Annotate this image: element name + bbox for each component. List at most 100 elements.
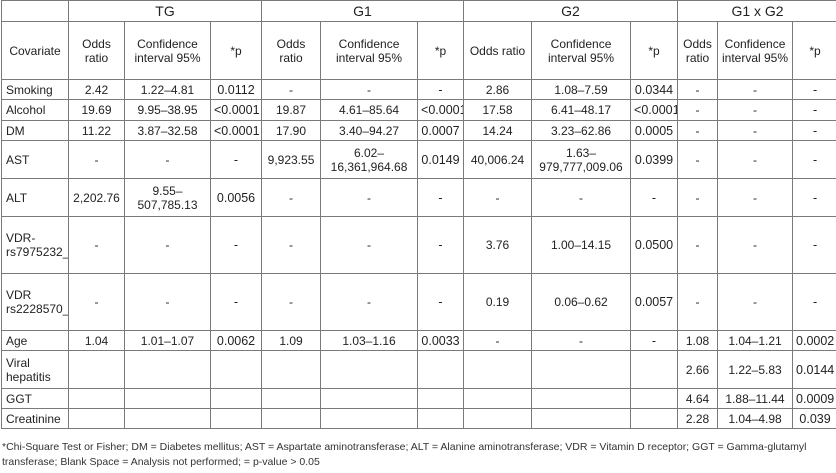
odds-ratio-cell: 2.86 xyxy=(463,79,533,100)
p-value-cell: 0.0112 xyxy=(209,79,263,100)
corner-cell xyxy=(1,0,69,22)
confidence-interval-cell: 1.08–7.59 xyxy=(531,79,632,100)
covariate-cell: AST xyxy=(1,140,69,179)
odds-ratio-cell: 40,006.24 xyxy=(463,140,533,179)
confidence-interval-cell: 1.04–4.98 xyxy=(717,408,794,429)
p-value-cell: 0.0344 xyxy=(630,79,679,100)
table-row: DM 11.22 3.87–32.58 <0.0001 17.90 3.40–94.27 0… xyxy=(1,120,836,141)
p-value-cell: 0.0002 xyxy=(792,330,836,351)
p-value-cell: <0.0001 xyxy=(209,99,263,121)
odds-ratio-cell xyxy=(463,350,533,389)
odds-ratio-cell: 14.24 xyxy=(463,120,533,141)
confidence-interval-cell: 1.04–1.21 xyxy=(717,330,794,351)
table-row: VDR rs2228570_/C------0.190.06–0.620.005… xyxy=(1,273,836,331)
confidence-interval-cell: 1.22–5.83 xyxy=(717,350,794,389)
p-value-cell xyxy=(630,350,679,389)
confidence-interval-cell: 3.40–94.27 xyxy=(320,120,419,141)
p-value-cell: - xyxy=(792,120,836,141)
odds-ratio-cell: - xyxy=(677,79,719,100)
results-table: TG G1 G2 G1 x G2 Covariate Odds ratio Con… xyxy=(1,0,836,429)
odds-ratio-cell: 0.19 xyxy=(463,273,533,331)
confidence-interval-cell: 1.22–4.81 xyxy=(124,79,211,100)
odds-ratio-cell: 19.87 xyxy=(261,99,322,121)
p-value-cell: 0.0149 xyxy=(417,140,465,179)
p-value-cell: - xyxy=(209,140,263,179)
p-value-cell: <0.0001 xyxy=(209,120,263,141)
confidence-interval-cell: - xyxy=(717,178,794,217)
odds-ratio-header: Odds ratio xyxy=(261,21,322,80)
p-value-header: *p xyxy=(417,21,465,80)
confidence-interval-cell: 1.03–1.16 xyxy=(320,330,419,351)
confidence-interval-header: Confidence interval 95% xyxy=(531,21,632,80)
p-value-cell: - xyxy=(792,79,836,100)
odds-ratio-cell: 19.69 xyxy=(68,99,125,121)
p-value-cell: - xyxy=(792,178,836,217)
group-header-g1: G1 xyxy=(261,0,465,22)
p-value-cell: - xyxy=(792,273,836,331)
table-row: GGT 4.64 1.88–11.44 0.0009 xyxy=(1,388,836,409)
confidence-interval-cell xyxy=(320,350,419,389)
confidence-interval-cell: 3.87–32.58 xyxy=(124,120,211,141)
covariate-cell: VDR rs2228570_/C xyxy=(1,273,69,331)
confidence-interval-cell: - xyxy=(717,273,794,331)
confidence-interval-cell: - xyxy=(717,216,794,274)
p-value-cell: 0.0144 xyxy=(792,350,836,389)
odds-ratio-cell: - xyxy=(68,273,125,331)
odds-ratio-cell: 3.76 xyxy=(463,216,533,274)
covariate-cell: Smoking xyxy=(1,79,69,100)
odds-ratio-cell: - xyxy=(261,178,322,217)
p-value-cell: - xyxy=(630,330,679,351)
confidence-interval-cell: - xyxy=(717,140,794,179)
confidence-interval-cell: 3.23–62.86 xyxy=(531,120,632,141)
odds-ratio-cell: - xyxy=(677,178,719,217)
odds-ratio-cell: 1.08 xyxy=(677,330,719,351)
odds-ratio-cell: 4.64 xyxy=(677,388,719,409)
odds-ratio-cell xyxy=(261,408,322,429)
footnote: *Chi-Square Test or Fisher; DM = Diabete… xyxy=(2,441,807,468)
odds-ratio-cell xyxy=(261,350,322,389)
odds-ratio-cell xyxy=(68,388,125,409)
p-value-cell xyxy=(209,408,263,429)
group-header-g2: G2 xyxy=(463,0,679,22)
confidence-interval-cell: 6.02–16,361,964.68 xyxy=(320,140,419,179)
p-value-cell: <0.0001 xyxy=(630,99,679,121)
odds-ratio-cell: 1.04 xyxy=(68,330,125,351)
p-value-cell xyxy=(417,350,465,389)
odds-ratio-cell xyxy=(68,408,125,429)
group-header-tg: TG xyxy=(67,0,263,22)
confidence-interval-cell: - xyxy=(124,273,211,331)
table-row: ALT 2,202.76 9.55–507,785.13 0.0056- - - - - - - -… xyxy=(1,178,836,217)
p-value-cell: - xyxy=(417,178,465,217)
p-value-cell xyxy=(209,388,263,409)
group-header-g1xg2: G1 x G2 xyxy=(677,0,836,22)
table-row: Viral hepatitis 2.66 1.22–5.83 0.0144 xyxy=(1,350,836,389)
p-value-header: *p xyxy=(630,21,679,80)
odds-ratio-cell xyxy=(463,408,533,429)
odds-ratio-cell: 1.09 xyxy=(261,330,322,351)
covariate-cell: VDR-rs7975232_/A xyxy=(1,216,69,274)
p-value-cell: 0.0033 xyxy=(417,330,465,351)
confidence-interval-cell: - xyxy=(531,178,632,217)
table-row: VDR-rs7975232_/A------3.761.00–14.150.05… xyxy=(1,216,836,274)
column-header-row: Covariate Odds ratio Confidence interval … xyxy=(1,21,836,80)
confidence-interval-cell: 6.41–48.17 xyxy=(531,99,632,121)
p-value-cell: - xyxy=(792,216,836,274)
confidence-interval-cell: - xyxy=(717,99,794,121)
p-value-cell: 0.039 xyxy=(792,408,836,429)
odds-ratio-cell: 2.28 xyxy=(677,408,719,429)
odds-ratio-cell: - xyxy=(68,216,125,274)
odds-ratio-header: Odds ratio xyxy=(68,21,125,80)
confidence-interval-cell: - xyxy=(531,330,632,351)
odds-ratio-cell: - xyxy=(677,99,719,121)
confidence-interval-cell: - xyxy=(124,216,211,274)
p-value-cell xyxy=(209,350,263,389)
p-value-cell: - xyxy=(792,140,836,179)
p-value-header: *p xyxy=(792,21,836,80)
p-value-cell xyxy=(630,388,679,409)
confidence-interval-cell: 1.01–1.07 xyxy=(124,330,211,351)
p-value-cell: 0.0009 xyxy=(792,388,836,409)
covariate-cell: ALT xyxy=(1,178,69,217)
p-value-cell xyxy=(630,408,679,429)
covariate-cell: GGT xyxy=(1,388,69,409)
confidence-interval-header: Confidence interval 95% xyxy=(320,21,419,80)
